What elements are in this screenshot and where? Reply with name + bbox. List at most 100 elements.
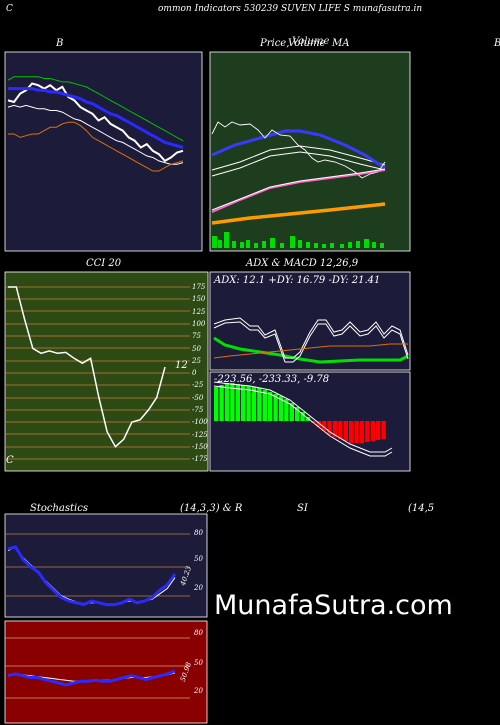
macd-hist-bar: [246, 386, 251, 421]
macd-line-white: [213, 381, 393, 453]
price-label-b: Volume: [288, 38, 326, 49]
rsi-tick-20: 20: [194, 687, 203, 695]
cci-tick: 75: [192, 332, 201, 341]
macd-hist-bar: [376, 421, 381, 440]
macd-hist-bar: [300, 412, 305, 421]
macd-hist-bar: [214, 387, 219, 421]
price-volume-band-white-2: [211, 151, 386, 177]
cci-grid: [5, 286, 190, 460]
stoch-label-b: (14,3,3) & R: [180, 503, 243, 514]
macd-hist-bar: [219, 385, 224, 421]
macd-hist-bar: [327, 421, 332, 435]
adx-lines: [213, 317, 409, 364]
bollinger-panel: [4, 51, 203, 252]
macd-hist-bar: [235, 384, 240, 421]
cci-tick: 100: [192, 319, 206, 328]
cci-tick: -150: [192, 442, 208, 451]
bollinger-series-1: [8, 87, 184, 149]
volume-bars: [212, 232, 384, 248]
macd-hist-bar: [311, 421, 316, 423]
macd-hist-bar: [381, 421, 386, 439]
stoch-tick-50: 50: [194, 555, 203, 563]
header-left-letter: C: [6, 4, 13, 14]
bollinger-series-2: [7, 76, 184, 142]
right-edge-letter: B: [494, 38, 500, 49]
price-ma-white-3: [211, 168, 386, 211]
macd-hist-bar: [273, 394, 278, 421]
bollinger-label: B: [56, 38, 64, 49]
header-title: ommon Indicators 530239 SUVEN LIFE S mun…: [158, 4, 423, 14]
macd-hist-bar: [332, 421, 338, 437]
macd-hist-bar: [251, 387, 257, 421]
macd-hist-bar: [289, 403, 294, 421]
macd-hist-bar: [262, 390, 267, 421]
price-label-overlap: Volume: [292, 36, 330, 47]
cci-line: [8, 286, 166, 448]
stoch-label-a: Stochastics: [30, 503, 88, 514]
cci-panel: [4, 271, 209, 472]
price-ma-pink: [211, 169, 386, 213]
macd-hist-bar: [278, 396, 284, 421]
stoch-tick-80: 80: [194, 529, 203, 537]
cci-tick: -50: [192, 393, 204, 402]
footer-left-letter: C: [6, 455, 14, 466]
rsi-grid: [5, 637, 190, 699]
adx-line-green: [213, 336, 409, 364]
price-ma-orange: [211, 202, 386, 225]
brand-watermark: MunafaSutra.com: [214, 590, 453, 621]
bollinger-lines: [7, 76, 184, 172]
cci-tick: 25: [192, 356, 201, 365]
macd-hist-bar: [316, 421, 321, 427]
cci-tick: 150: [192, 295, 206, 304]
price-series: [211, 121, 386, 225]
cci-tick: 50: [192, 344, 201, 353]
adx-orange: [213, 343, 408, 359]
macd-hist-bar: [295, 407, 300, 421]
macd-hist-bar: [354, 421, 359, 443]
adx-readout: ADX: 12.1 +DY: 16.79 -DY: 21.41: [214, 275, 381, 286]
minus-dy-white: [213, 321, 409, 363]
macd-signal-white: [213, 385, 393, 457]
macd-hist-bar: [365, 421, 370, 442]
macd-hist-bar: [370, 421, 375, 441]
cci-tick: -175: [192, 455, 208, 464]
price-label-a: Price,: [260, 38, 290, 49]
macd-hist-bar: [359, 421, 365, 443]
price-ma-blue: [211, 129, 386, 170]
cci-label: CCI 20: [86, 258, 122, 269]
cci-tick: -75: [192, 406, 204, 414]
macd-hist-bar: [338, 421, 343, 439]
bollinger-series-4: [8, 121, 184, 172]
rsi-tick-80: 80: [194, 629, 203, 637]
plus-dy-white: [213, 317, 409, 359]
cci-value-label: 12: [175, 360, 188, 371]
stoch-main-line: [7, 545, 177, 607]
macd-hist-bar: [224, 383, 230, 421]
cci-tick: 125: [192, 307, 206, 316]
rsi-tick-50: 50: [194, 659, 203, 667]
cci-tick: -25: [192, 381, 204, 390]
macd-lines: [213, 381, 393, 457]
cci-tick: -100: [192, 418, 208, 427]
bollinger-series-0: [7, 82, 184, 163]
stoch-panel: [4, 513, 208, 618]
rsi-label-a: SI: [297, 503, 308, 514]
macd-readout: -223.56, -233.33, -9.78: [214, 374, 330, 385]
cci-tick: 175: [192, 283, 206, 291]
rsi-main-line: [7, 669, 176, 687]
macd-hist-bar: [230, 383, 235, 421]
macd-hist-bar: [241, 385, 246, 421]
macd-hist-bar: [343, 421, 348, 441]
macd-hist-bar: [268, 392, 273, 421]
rsi-panel: [4, 620, 208, 724]
macd-hist-bar: [349, 421, 354, 443]
macd-hist-bar: [322, 421, 327, 431]
bollinger-series-3: [7, 104, 184, 165]
stoch-grid: [5, 533, 190, 597]
macd-hist-bar: [284, 399, 289, 421]
adx-label: ADX & MACD 12,26,9: [246, 258, 359, 269]
rsi-label-b: (14,5: [408, 503, 435, 514]
cci-tick: 0: [192, 369, 197, 378]
price-label-c: MA: [332, 38, 350, 49]
